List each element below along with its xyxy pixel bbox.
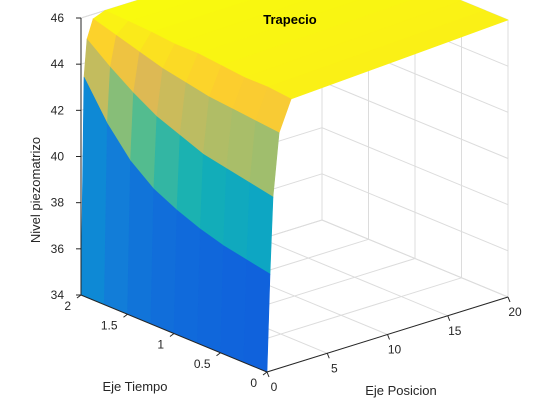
- y-tick-label: 1: [157, 338, 164, 352]
- x-tick-mark: [326, 353, 330, 359]
- grid-line-side-z: [321, 173, 509, 252]
- surface-patch: [127, 160, 155, 325]
- x-tick-label: 5: [331, 361, 338, 375]
- grid-line-side-z: [321, 127, 509, 206]
- x-tick-label: 20: [508, 305, 522, 319]
- z-tick-label: 40: [51, 150, 65, 164]
- x-tick-label: 15: [448, 324, 462, 338]
- x-tick-mark: [266, 371, 270, 378]
- z-tick-label: 38: [51, 196, 65, 210]
- z-tick-label: 46: [51, 11, 65, 25]
- surface-patch: [223, 167, 251, 261]
- surface-patches: [80, 0, 509, 373]
- y-tick-label: 2: [64, 299, 71, 313]
- y-axis-label: Eje Tiempo: [102, 379, 167, 394]
- x-tick-label: 0: [271, 380, 278, 394]
- z-tick-label: 34: [51, 288, 65, 302]
- y-tick-mark: [169, 333, 175, 337]
- y-tick-mark: [123, 313, 128, 318]
- x-tick-mark: [507, 296, 511, 303]
- x-tick-mark: [387, 334, 390, 340]
- surface-patch: [243, 259, 271, 373]
- grid-line-side-z: [321, 81, 509, 159]
- tick-labels: 0 5 10 15 20 0 0.5 1 1.5 234 36 38 40 42 44 46: [51, 11, 522, 394]
- z-tick-label: 44: [51, 57, 65, 71]
- z-axis-label: Nivel piezomatrizo: [28, 137, 43, 243]
- y-tick-mark: [216, 352, 221, 357]
- grid-line-side-z: [321, 219, 509, 298]
- y-tick-mark: [262, 371, 268, 376]
- x-axis-label: Eje Posicion: [365, 383, 437, 398]
- x-tick-label: 10: [388, 343, 402, 357]
- y-tick-label: 0: [250, 376, 257, 390]
- y-tick-label: 0.5: [194, 357, 211, 371]
- surface-patch: [196, 228, 224, 354]
- surface-patch: [220, 245, 248, 363]
- surface-patch: [173, 209, 201, 344]
- x-tick-mark: [447, 315, 451, 321]
- surface-patch: [246, 182, 274, 275]
- surface-patch: [150, 188, 178, 334]
- z-tick-label: 42: [51, 103, 65, 117]
- chart-title: Trapecio: [263, 12, 317, 27]
- y-tick-label: 1.5: [101, 318, 118, 332]
- z-tick-label: 36: [51, 242, 65, 256]
